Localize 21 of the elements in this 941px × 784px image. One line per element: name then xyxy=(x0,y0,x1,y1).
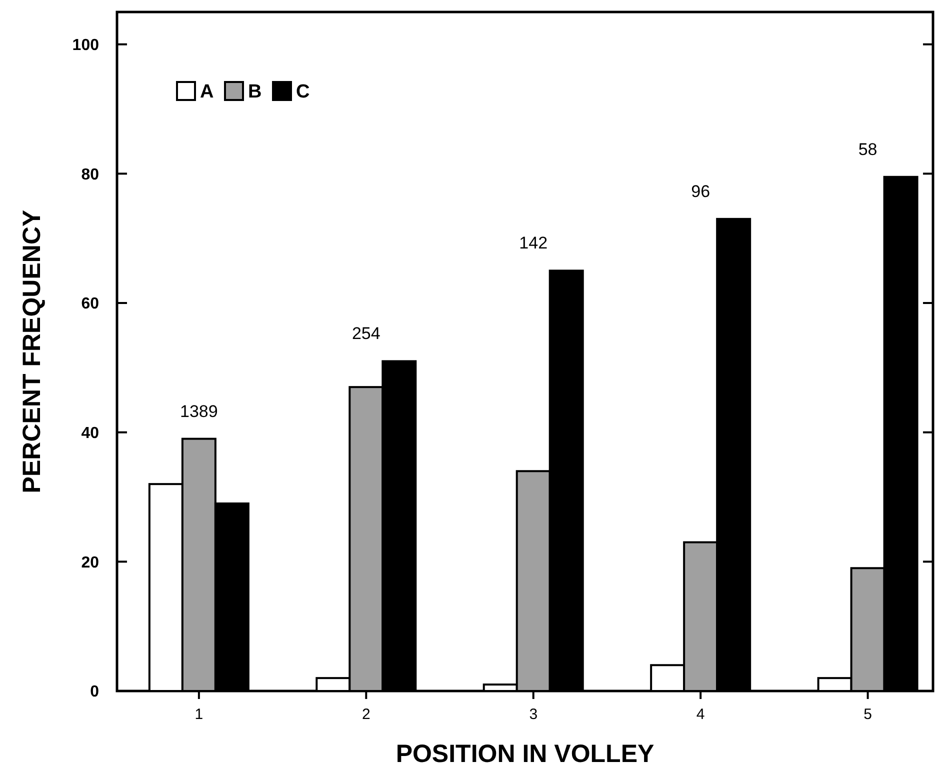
legend-label: C xyxy=(296,82,310,103)
y-tick-label: 60 xyxy=(81,296,100,313)
y-tick-label: 20 xyxy=(81,554,100,572)
x-tick-label: 2 xyxy=(362,706,370,723)
annotation: 58 xyxy=(858,140,878,159)
x-tick-label: 5 xyxy=(864,706,872,723)
annotation: 254 xyxy=(352,324,380,344)
y-tick-label: 40 xyxy=(81,424,100,442)
x-tick-label: 3 xyxy=(529,706,538,723)
y-tick-label: 0 xyxy=(90,684,100,701)
y-tick-label: 80 xyxy=(81,166,100,184)
y-axis-title: PERCENT FREQUENCY xyxy=(18,210,46,494)
annotation: 1389 xyxy=(180,402,218,421)
x-axis-title: POSITION IN VOLLEY xyxy=(396,740,654,768)
legend-label: A xyxy=(200,82,214,103)
x-tick-label: 4 xyxy=(696,706,705,723)
annotation: 142 xyxy=(519,234,548,253)
legend-label: B xyxy=(248,82,262,103)
annotation: 96 xyxy=(691,182,710,201)
x-tick-label: 1 xyxy=(194,706,204,723)
y-tick-label: 100 xyxy=(72,36,100,54)
